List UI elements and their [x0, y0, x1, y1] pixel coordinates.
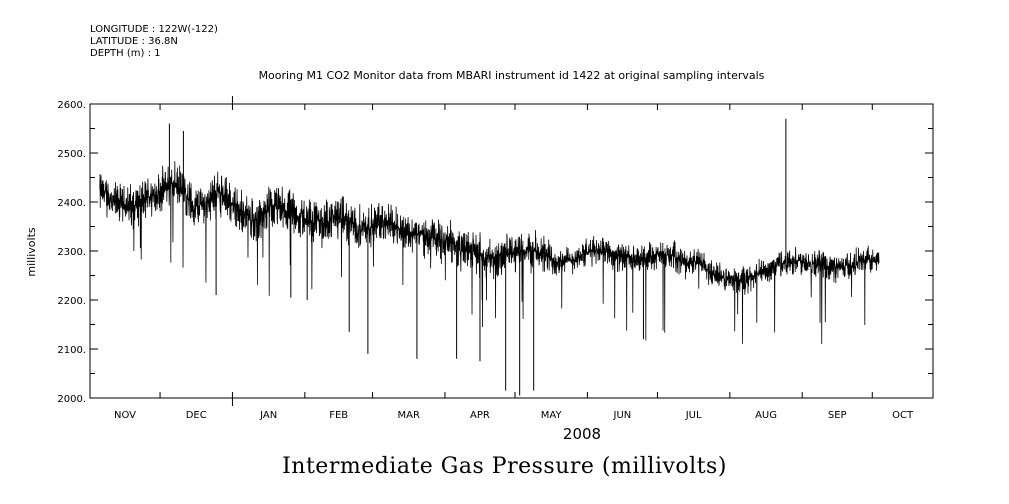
data-trace [99, 161, 880, 345]
figure-caption: Intermediate Gas Pressure (millivolts) [282, 454, 727, 479]
x-axis-label: 2008 [563, 425, 601, 443]
x-tick-label: JUL [685, 410, 702, 421]
y-tick-label: 2200. [57, 296, 86, 307]
chart-title: Mooring M1 CO2 Monitor data from MBARI i… [258, 69, 765, 82]
y-tick-label: 2500. [57, 149, 86, 160]
y-tick-label: 2600. [57, 100, 86, 111]
y-axis-label: millivolts [25, 227, 38, 277]
x-tick-label: FEB [329, 410, 348, 421]
chart-tick-labels: 2000. 2100. 2200. 2300. 2400. 2500. 2600. NOV DE… [57, 100, 914, 421]
chart-ticks [90, 96, 933, 406]
longitude-label: LONGITUDE : 122W(-122) [90, 24, 218, 35]
x-tick-label: NOV [114, 410, 136, 421]
x-tick-label: SEP [828, 410, 847, 421]
x-tick-label: AUG [755, 410, 777, 421]
latitude-label: LATITUDE : 36.8N [90, 36, 178, 47]
x-tick-label: MAY [541, 410, 563, 421]
x-tick-label: OCT [892, 410, 914, 421]
chart-series [99, 118, 880, 396]
x-tick-label: JAN [259, 410, 277, 421]
depth-label: DEPTH (m) : 1 [90, 48, 161, 59]
y-tick-label: 2000. [57, 394, 86, 405]
x-tick-label: JUN [613, 410, 632, 421]
x-tick-label: MAR [398, 410, 420, 421]
y-tick-label: 2100. [57, 345, 86, 356]
y-tick-label: 2400. [57, 198, 86, 209]
y-tick-label: 2300. [57, 247, 86, 258]
x-tick-label: APR [470, 410, 490, 421]
x-tick-label: DEC [186, 410, 207, 421]
